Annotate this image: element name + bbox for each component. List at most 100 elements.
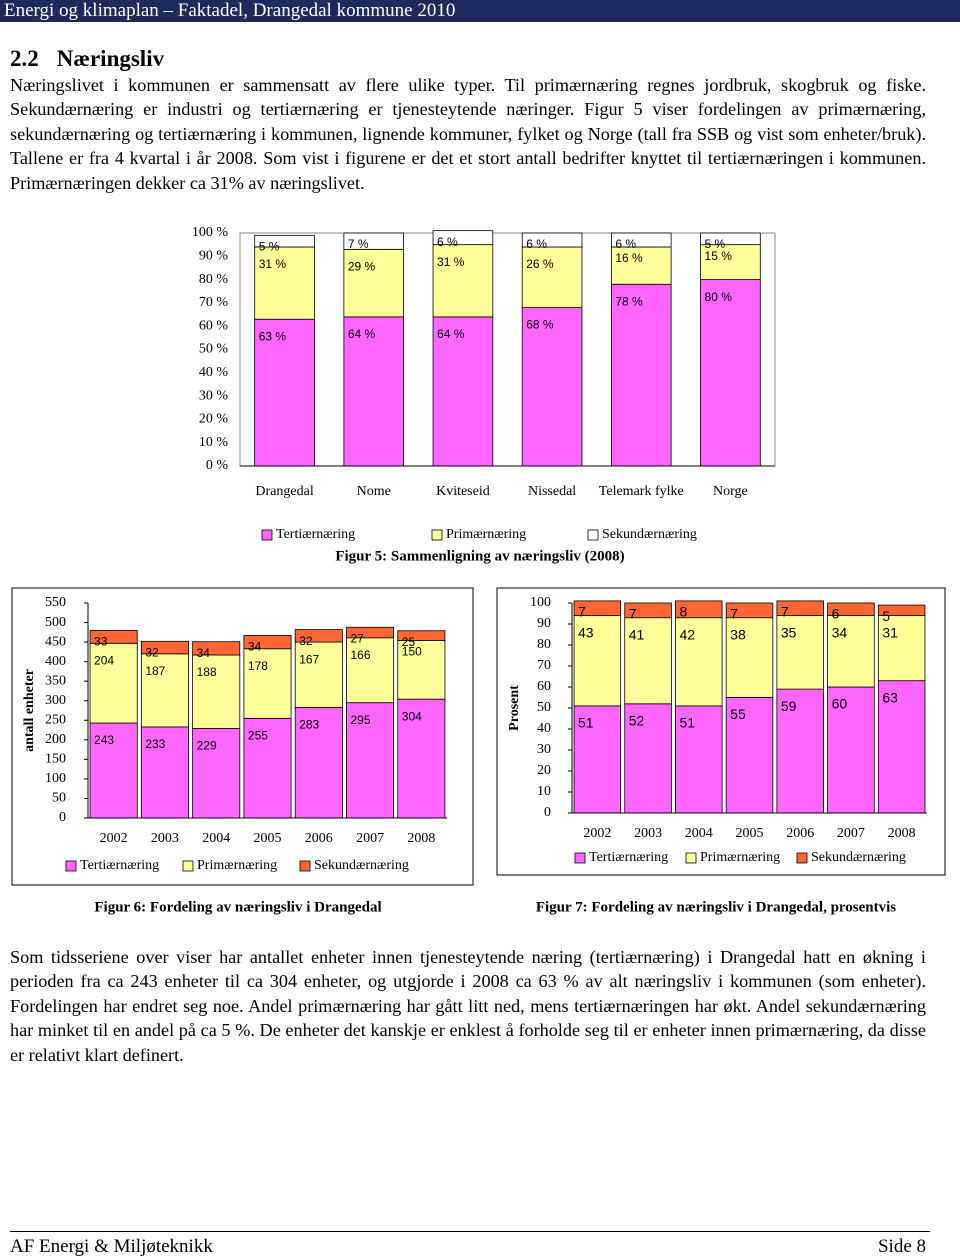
bar-segment <box>346 626 395 639</box>
data-label: 31 % <box>259 257 287 271</box>
data-label: 166 <box>350 648 370 662</box>
bar-segment <box>294 641 343 708</box>
y-tick-label: 300 <box>45 693 66 708</box>
y-tick-label: 10 % <box>199 435 229 450</box>
y-axis-title: Prosent <box>507 685 522 731</box>
data-label: 6 % <box>526 237 547 251</box>
x-tick-label: 2006 <box>304 831 333 846</box>
bar-segment <box>89 629 138 644</box>
y-tick-label: 40 <box>537 721 551 736</box>
data-label: 41 <box>629 626 645 642</box>
chart-frame <box>11 587 474 886</box>
data-label: 26 % <box>526 257 554 271</box>
data-label: 5 % <box>259 240 280 254</box>
legend-label: Sekundærnæring <box>314 858 409 873</box>
y-tick-label: 150 <box>45 752 66 767</box>
y-tick-label: 70 <box>537 658 551 673</box>
bar-segment <box>573 705 622 814</box>
bar-segment <box>192 641 241 656</box>
y-tick-label: 60 % <box>199 318 229 333</box>
data-label: 60 <box>832 696 848 712</box>
bar-segment <box>243 717 292 819</box>
bar-segment <box>776 688 824 814</box>
bar-segment <box>877 604 926 616</box>
bar-segment <box>877 615 926 682</box>
x-tick-label: 2004 <box>684 826 713 841</box>
x-tick-wrap: 2003 <box>634 826 662 841</box>
x-tick-wrap: 2003 <box>150 831 179 846</box>
data-label: 64 % <box>348 327 376 341</box>
bar-segment <box>827 602 875 617</box>
footer-left: AF Energi & Miljøteknikk <box>10 1236 213 1257</box>
data-label: 243 <box>94 733 114 747</box>
data-label: 229 <box>197 739 217 753</box>
y-tick-label: 400 <box>45 654 66 669</box>
y-tick-label: 30 % <box>199 388 229 403</box>
x-tick-wrap: Nissedal <box>528 484 576 499</box>
bar-segment <box>776 615 824 690</box>
legend-swatch <box>685 852 697 864</box>
bar-segment <box>700 232 761 246</box>
x-tick-wrap: 2005 <box>253 831 282 846</box>
bar-segment <box>140 726 189 819</box>
x-tick-label: 2008 <box>407 831 436 846</box>
data-label: 59 <box>781 698 797 714</box>
x-tick-wrap: 2007 <box>356 831 385 846</box>
y-tick-label: 0 <box>544 805 551 820</box>
x-tick-wrap: 2008 <box>407 831 436 846</box>
y-tick-label: 40 % <box>199 365 229 380</box>
data-label: 7 % <box>348 237 369 251</box>
y-tick-label: 20 % <box>199 412 229 427</box>
y-tick-label: 80 % <box>199 272 229 287</box>
data-label: 68 % <box>526 318 554 332</box>
legend-swatch <box>587 529 599 541</box>
legend-label: Tertiærnæring <box>589 850 668 865</box>
bar-segment <box>243 648 292 719</box>
data-label: 34 <box>832 624 848 640</box>
legend-swatch <box>431 529 443 541</box>
bar-segment <box>140 653 189 728</box>
y-tick-label: 250 <box>45 712 66 727</box>
data-label: 7 <box>781 604 789 620</box>
data-label: 150 <box>402 645 422 659</box>
x-tick-label: 2008 <box>887 826 916 841</box>
data-label: 63 % <box>259 329 287 343</box>
data-label: 16 % <box>615 251 643 265</box>
bar-segment <box>192 654 241 729</box>
y-tick-label: 50 % <box>199 342 229 357</box>
page-header: Energi og klimaplan – Faktadel, Drangeda… <box>0 0 960 22</box>
bar-segment <box>573 615 622 707</box>
data-label: 15 % <box>705 249 733 263</box>
chart-frame <box>496 587 946 876</box>
legend-label: Tertiærnæring <box>80 858 159 873</box>
x-tick-wrap: Nome <box>357 484 391 499</box>
bar-segment <box>573 600 622 617</box>
bar-segment <box>624 617 672 705</box>
data-label: 5 % <box>705 237 726 251</box>
bar-segment <box>432 316 494 467</box>
data-label: 32 <box>145 645 159 659</box>
legend-swatch <box>796 852 808 864</box>
bar-segment <box>294 629 343 643</box>
data-label: 27 <box>350 631 364 645</box>
data-label: 78 % <box>615 294 643 308</box>
paragraph: Som tidsseriene over viser har antallet … <box>10 947 926 1065</box>
legend-label: Tertiærnæring <box>276 527 355 542</box>
bar-segment <box>610 283 672 467</box>
x-tick-label: 2002 <box>583 826 612 841</box>
section-number: 2.2 <box>10 46 39 71</box>
bar-segment <box>675 617 723 707</box>
data-label: 6 % <box>615 237 636 251</box>
data-label: 7 <box>730 606 738 622</box>
plot-frame <box>239 232 776 467</box>
x-tick-wrap: Drangedal <box>255 484 313 499</box>
x-tick-label: Norge <box>713 484 748 499</box>
x-tick-label: 2003 <box>150 831 179 846</box>
x-tick-label: 2005 <box>253 831 282 846</box>
data-label: 33 <box>94 635 108 649</box>
data-label: 63 <box>882 689 898 705</box>
x-tick-wrap: 2002 <box>99 831 128 846</box>
bar-segment <box>432 230 494 246</box>
x-tick-label: 2007 <box>356 831 385 846</box>
x-tick-label: 2002 <box>99 831 128 846</box>
